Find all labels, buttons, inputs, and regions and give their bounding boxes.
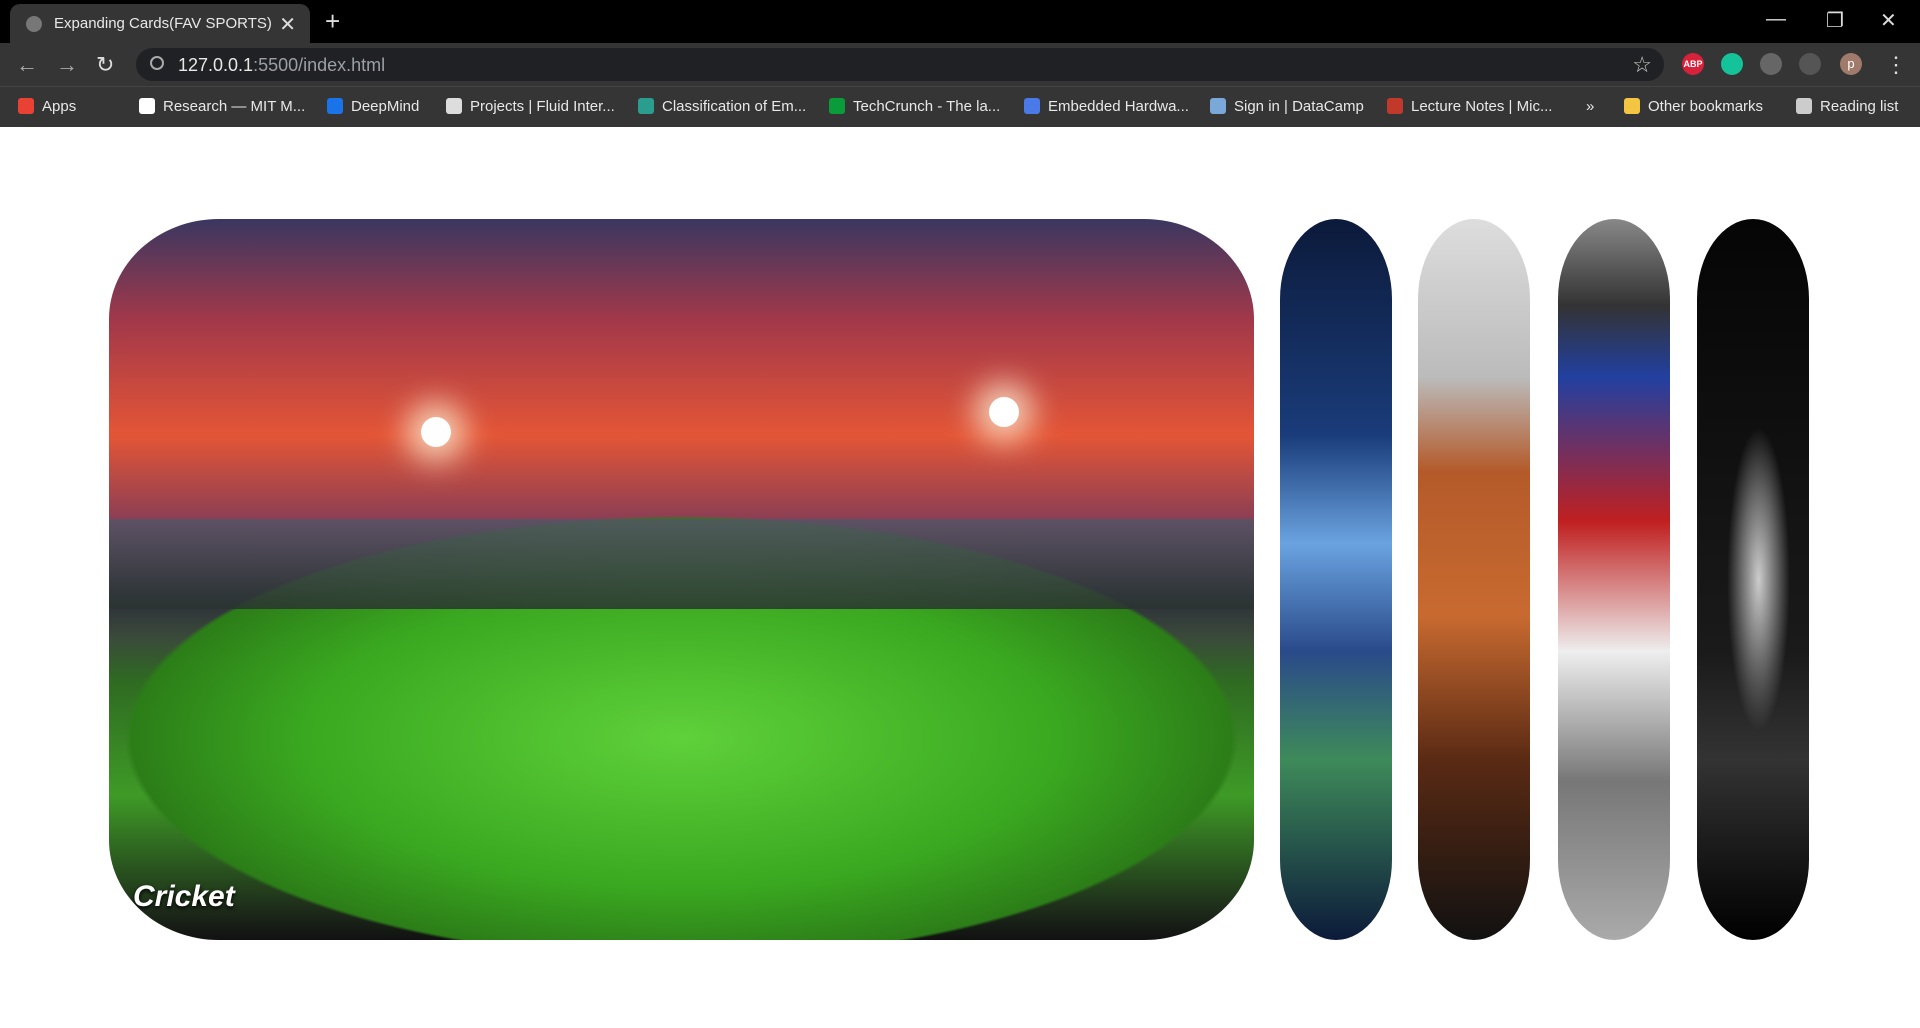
- bookmark-icon: [1024, 98, 1040, 114]
- bookmark[interactable]: Research — MIT M...: [139, 98, 305, 115]
- profile[interactable]: p: [1840, 53, 1862, 75]
- extensions[interactable]: [1760, 53, 1782, 75]
- bookmark-icon: [638, 98, 654, 114]
- address-bar: ← → ↻ 127.0.0.1:5500/index.html ☆ ABP p …: [0, 43, 1920, 86]
- floodlight: [421, 417, 451, 447]
- bookmark-icon: [1624, 98, 1640, 114]
- bookmark-star[interactable]: ☆: [1632, 52, 1652, 77]
- card-label: Cricket: [133, 880, 235, 913]
- bookmark-icon: [18, 98, 34, 114]
- reading-queue[interactable]: [1799, 53, 1821, 75]
- bookmark[interactable]: Lecture Notes | Mic...: [1387, 98, 1552, 115]
- bookmark-label: Lecture Notes | Mic...: [1411, 98, 1553, 115]
- bookmark-icon: [446, 98, 462, 114]
- bookmark[interactable]: DeepMind: [327, 98, 419, 115]
- bookmark-icon: [1210, 98, 1226, 114]
- card[interactable]: [1418, 219, 1530, 940]
- bookmark-label: Classification of Em...: [662, 98, 807, 115]
- omnibox[interactable]: 127.0.0.1:5500/index.html ☆: [136, 48, 1664, 81]
- bookmark-label: Embedded Hardwa...: [1048, 98, 1189, 115]
- bookmark-label: Sign in | DataCamp: [1234, 98, 1364, 115]
- bookmark[interactable]: Projects | Fluid Inter...: [446, 98, 615, 115]
- bookmark[interactable]: TechCrunch - The la...: [829, 98, 1000, 115]
- tab-bar: Expanding Cards(FAV SPORTS) ✕ + — ❐ ✕: [0, 0, 1920, 43]
- extension-abp[interactable]: ABP: [1682, 53, 1704, 75]
- other-bookmarks[interactable]: Other bookmarks: [1624, 98, 1763, 115]
- bookmark[interactable]: Apps: [18, 98, 76, 115]
- bookmark-label: Reading list: [1820, 98, 1899, 115]
- bookmark-icon: [1387, 98, 1403, 114]
- floodlight: [989, 397, 1019, 427]
- url-host: 127.0.0.1: [178, 55, 254, 75]
- url: 127.0.0.1:5500/index.html: [178, 55, 385, 76]
- reading-list[interactable]: Reading list: [1796, 98, 1898, 115]
- bookmark-label: Research — MIT M...: [163, 98, 306, 115]
- restore[interactable]: ❐: [1826, 10, 1844, 32]
- minimize[interactable]: —: [1766, 8, 1786, 30]
- bookmark-label: TechCrunch - The la...: [853, 98, 1001, 115]
- bookmark-label: DeepMind: [351, 98, 420, 115]
- bookmark-icon: [327, 98, 343, 114]
- bookmark-label: Apps: [42, 98, 77, 115]
- bookmarks-overflow[interactable]: »: [1586, 98, 1594, 115]
- forward[interactable]: →: [56, 52, 78, 77]
- bookmark-label: »: [1586, 98, 1595, 115]
- stadium-stand: [109, 519, 1254, 609]
- new-tab[interactable]: +: [325, 6, 341, 36]
- card[interactable]: [1697, 219, 1809, 940]
- tab-icon: [26, 16, 42, 32]
- card-active[interactable]: Cricket: [109, 219, 1254, 940]
- site-info[interactable]: [150, 56, 164, 70]
- menu[interactable]: ⋮: [1885, 52, 1907, 77]
- bookmark-icon: [829, 98, 845, 114]
- bookmarks-bar: Apps Research — MIT M... DeepMind Projects …: [0, 86, 1920, 127]
- tab-title: Expanding Cards(FAV SPORTS): [54, 15, 272, 32]
- reload[interactable]: ↻: [96, 52, 115, 77]
- card[interactable]: [1558, 219, 1670, 940]
- close[interactable]: ✕: [1880, 10, 1897, 32]
- tab[interactable]: Expanding Cards(FAV SPORTS) ✕: [10, 4, 310, 43]
- bookmark[interactable]: Classification of Em...: [638, 98, 806, 115]
- url-path: :5500/index.html: [253, 55, 386, 75]
- card[interactable]: [1280, 219, 1392, 940]
- bookmark[interactable]: Sign in | DataCamp: [1210, 98, 1364, 115]
- bookmark-label: Other bookmarks: [1648, 98, 1764, 115]
- extension-grammarly[interactable]: [1721, 53, 1743, 75]
- bookmark-icon: [1796, 98, 1812, 114]
- bookmark-label: Projects | Fluid Inter...: [470, 98, 615, 115]
- tab-close[interactable]: ✕: [279, 14, 296, 36]
- bookmark-icon: [139, 98, 155, 114]
- bookmark[interactable]: Embedded Hardwa...: [1024, 98, 1189, 115]
- back[interactable]: ←: [16, 52, 38, 77]
